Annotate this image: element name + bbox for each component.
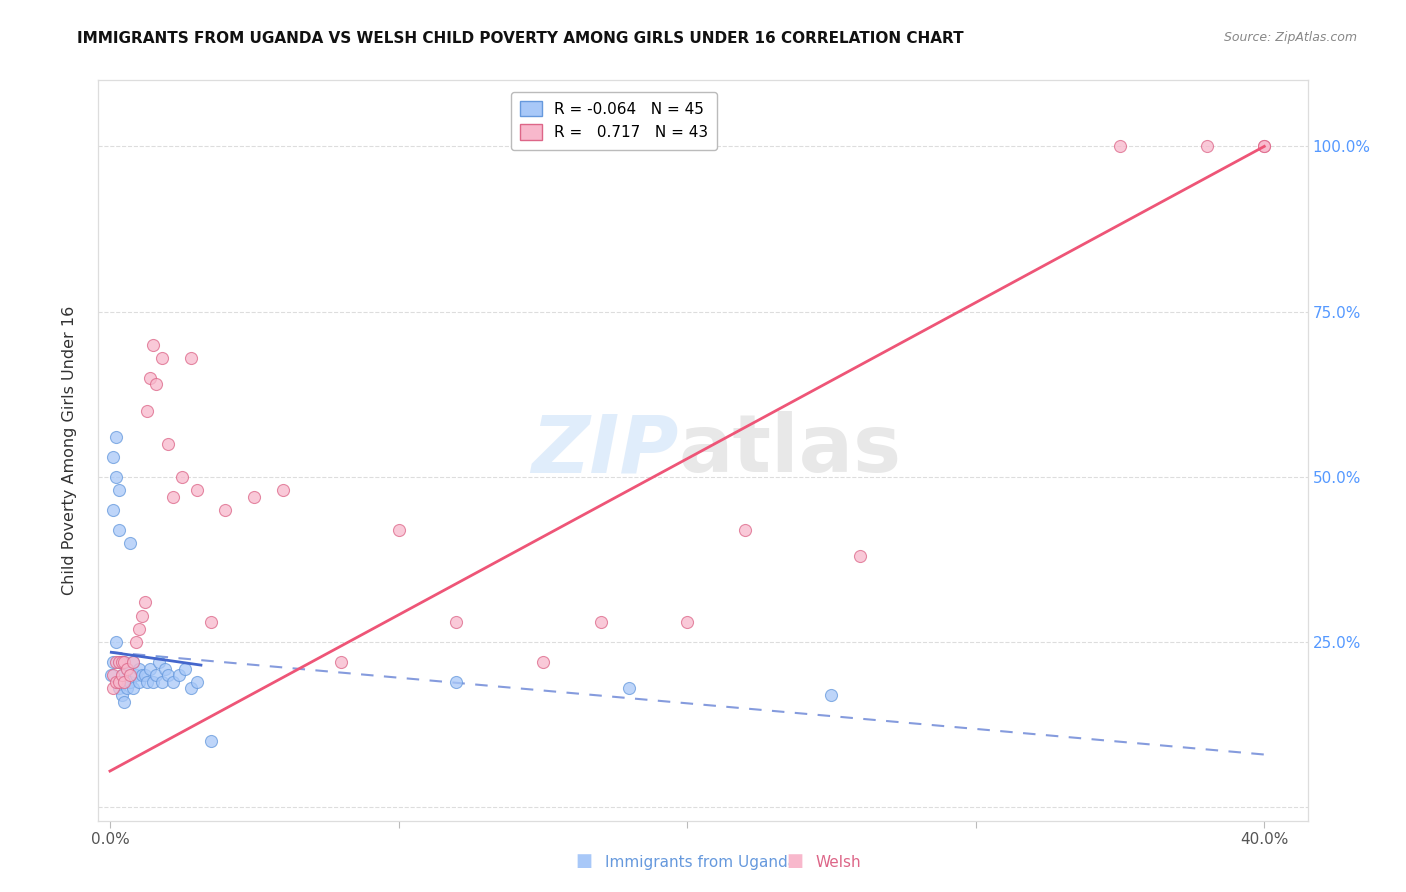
Point bbox=[167, 668, 190, 682]
Point bbox=[446, 615, 468, 630]
Point bbox=[1253, 139, 1275, 153]
Point bbox=[112, 655, 135, 669]
Point bbox=[136, 404, 159, 418]
Point bbox=[271, 483, 294, 497]
Point bbox=[101, 655, 124, 669]
Point bbox=[820, 688, 842, 702]
Point bbox=[148, 655, 170, 669]
Point bbox=[156, 437, 179, 451]
Point bbox=[186, 674, 208, 689]
Point bbox=[100, 668, 122, 682]
Point bbox=[104, 635, 127, 649]
Point bbox=[136, 674, 159, 689]
Point bbox=[107, 655, 129, 669]
Point bbox=[122, 681, 145, 696]
Point bbox=[131, 668, 153, 682]
Point bbox=[107, 681, 129, 696]
Point bbox=[139, 370, 162, 384]
Point bbox=[104, 470, 127, 484]
Point bbox=[153, 662, 176, 676]
Point bbox=[104, 655, 127, 669]
Point bbox=[139, 662, 162, 676]
Point bbox=[180, 351, 202, 365]
Point bbox=[110, 655, 132, 669]
Point bbox=[145, 377, 167, 392]
Point bbox=[112, 674, 135, 689]
Point bbox=[112, 695, 135, 709]
Point bbox=[1109, 139, 1132, 153]
Point bbox=[122, 655, 145, 669]
Point bbox=[112, 655, 135, 669]
Point bbox=[243, 490, 266, 504]
Point bbox=[101, 450, 124, 464]
Text: Immigrants from Uganda: Immigrants from Uganda bbox=[605, 855, 797, 870]
Point bbox=[101, 503, 124, 517]
Point bbox=[125, 668, 148, 682]
Point bbox=[120, 668, 142, 682]
Point bbox=[101, 681, 124, 696]
Point bbox=[1195, 139, 1218, 153]
Text: IMMIGRANTS FROM UGANDA VS WELSH CHILD POVERTY AMONG GIRLS UNDER 16 CORRELATION C: IMMIGRANTS FROM UGANDA VS WELSH CHILD PO… bbox=[77, 31, 965, 46]
Point bbox=[131, 608, 153, 623]
Point bbox=[128, 622, 150, 636]
Point bbox=[117, 662, 139, 676]
Point bbox=[156, 668, 179, 682]
Point bbox=[117, 662, 139, 676]
Point bbox=[120, 674, 142, 689]
Y-axis label: Child Poverty Among Girls Under 16: Child Poverty Among Girls Under 16 bbox=[62, 306, 77, 595]
Point bbox=[104, 674, 127, 689]
Point bbox=[142, 674, 165, 689]
Point bbox=[122, 655, 145, 669]
Text: Welsh: Welsh bbox=[815, 855, 860, 870]
Point bbox=[150, 674, 173, 689]
Point bbox=[1253, 139, 1275, 153]
Point bbox=[619, 681, 641, 696]
Point bbox=[849, 549, 872, 564]
Point bbox=[112, 674, 135, 689]
Point bbox=[107, 674, 129, 689]
Point bbox=[186, 483, 208, 497]
Point bbox=[128, 662, 150, 676]
Point bbox=[104, 430, 127, 444]
Point bbox=[120, 536, 142, 550]
Text: Source: ZipAtlas.com: Source: ZipAtlas.com bbox=[1223, 31, 1357, 45]
Point bbox=[162, 674, 184, 689]
Point bbox=[446, 674, 468, 689]
Point bbox=[145, 668, 167, 682]
Text: ZIP: ZIP bbox=[531, 411, 679, 490]
Point bbox=[162, 490, 184, 504]
Point bbox=[142, 337, 165, 351]
Point bbox=[214, 503, 236, 517]
Point bbox=[110, 668, 132, 682]
Point bbox=[134, 595, 156, 609]
Legend: R = -0.064   N = 45, R =   0.717   N = 43: R = -0.064 N = 45, R = 0.717 N = 43 bbox=[512, 92, 717, 150]
Point bbox=[200, 734, 222, 748]
Point bbox=[734, 523, 756, 537]
Point bbox=[107, 523, 129, 537]
Text: atlas: atlas bbox=[679, 411, 901, 490]
Point bbox=[174, 662, 197, 676]
Point bbox=[200, 615, 222, 630]
Point bbox=[150, 351, 173, 365]
Point bbox=[110, 668, 132, 682]
Point bbox=[107, 655, 129, 669]
Point bbox=[589, 615, 612, 630]
Point bbox=[125, 635, 148, 649]
Point bbox=[329, 655, 352, 669]
Text: ■: ■ bbox=[575, 852, 592, 870]
Point bbox=[128, 674, 150, 689]
Point bbox=[180, 681, 202, 696]
Point bbox=[676, 615, 699, 630]
Point bbox=[387, 523, 409, 537]
Text: ■: ■ bbox=[786, 852, 803, 870]
Point bbox=[107, 483, 129, 497]
Point bbox=[101, 668, 124, 682]
Point bbox=[110, 688, 132, 702]
Point bbox=[531, 655, 554, 669]
Point bbox=[134, 668, 156, 682]
Point bbox=[117, 681, 139, 696]
Point bbox=[110, 655, 132, 669]
Point bbox=[172, 470, 194, 484]
